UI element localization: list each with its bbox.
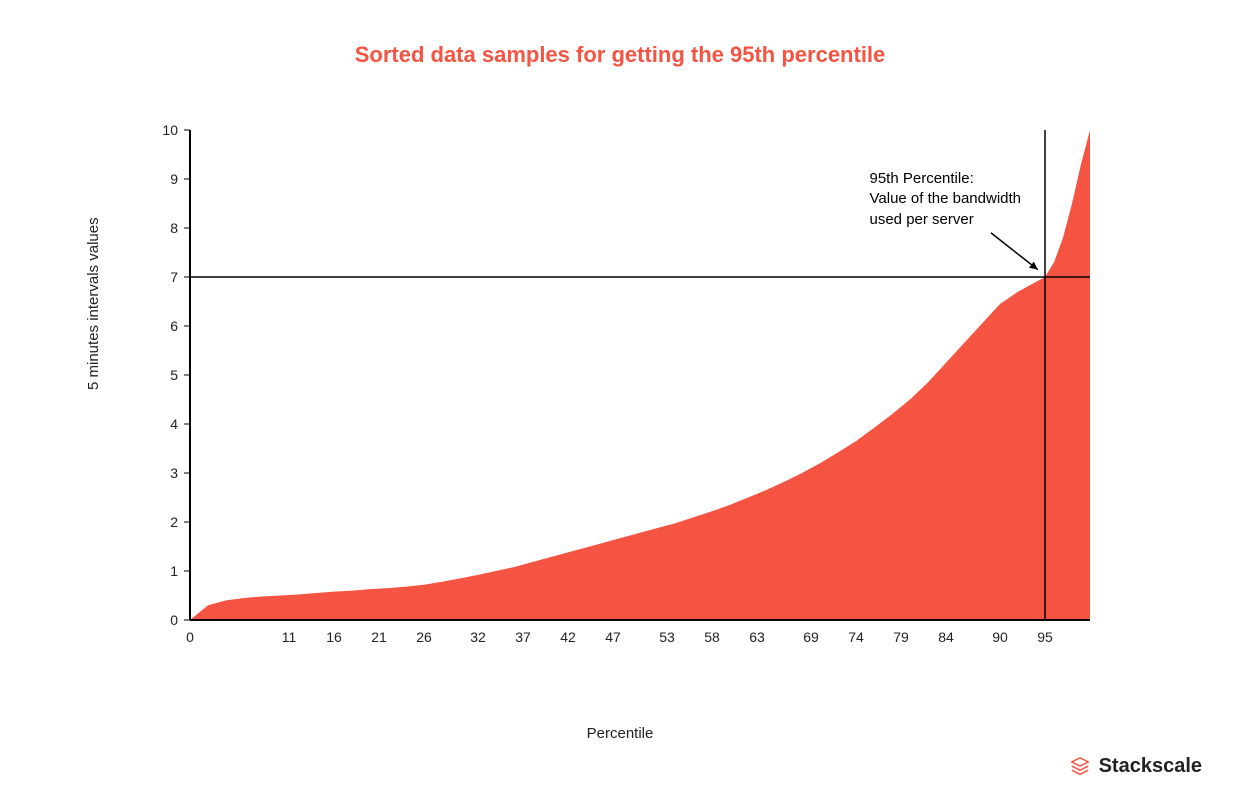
y-tick-label: 2	[170, 514, 178, 530]
y-tick-label: 10	[162, 122, 178, 138]
x-tick-label: 11	[282, 629, 297, 645]
x-tick-label: 90	[992, 629, 1008, 645]
y-tick-label: 7	[170, 269, 178, 285]
brand-name: Stackscale	[1099, 755, 1202, 778]
x-tick-label: 79	[893, 629, 909, 645]
y-tick-label: 1	[170, 563, 178, 579]
x-tick-label: 47	[605, 629, 621, 645]
y-tick-label: 6	[170, 318, 178, 334]
x-axis-label: Percentile	[0, 725, 1240, 742]
x-tick-label: 21	[371, 629, 387, 645]
y-axis-label: 5 minutes intervals values	[85, 217, 102, 390]
x-tick-label: 53	[659, 629, 675, 645]
y-tick-label: 4	[170, 416, 178, 432]
annotation-line: 95th Percentile:	[870, 169, 1022, 189]
chart-title: Sorted data samples for getting the 95th…	[0, 42, 1240, 68]
y-tick-label: 8	[170, 220, 178, 236]
stackscale-icon	[1069, 756, 1091, 778]
x-tick-label: 0	[186, 629, 194, 645]
annotation-line: used per server	[870, 210, 1022, 230]
x-tick-label: 37	[515, 629, 531, 645]
x-tick-label: 84	[938, 629, 954, 645]
chart-container: Sorted data samples for getting the 95th…	[0, 0, 1240, 800]
x-tick-label: 26	[416, 629, 432, 645]
y-tick-label: 0	[170, 612, 178, 628]
x-tick-label: 16	[326, 629, 342, 645]
x-tick-label: 32	[470, 629, 486, 645]
x-tick-label: 58	[704, 629, 720, 645]
brand-logo: Stackscale	[1069, 755, 1202, 778]
y-tick-label: 9	[170, 171, 178, 187]
percentile-annotation: 95th Percentile:Value of the bandwidthus…	[870, 169, 1022, 230]
x-tick-label: 74	[848, 629, 864, 645]
annotation-line: Value of the bandwidth	[870, 189, 1022, 209]
x-tick-label: 63	[749, 629, 765, 645]
annotation-arrow-head	[1029, 262, 1038, 270]
y-tick-label: 5	[170, 367, 178, 383]
x-tick-label: 69	[803, 629, 819, 645]
x-tick-label: 95	[1037, 629, 1053, 645]
y-tick-label: 3	[170, 465, 178, 481]
annotation-arrow-line	[991, 233, 1038, 270]
x-tick-label: 42	[560, 629, 576, 645]
